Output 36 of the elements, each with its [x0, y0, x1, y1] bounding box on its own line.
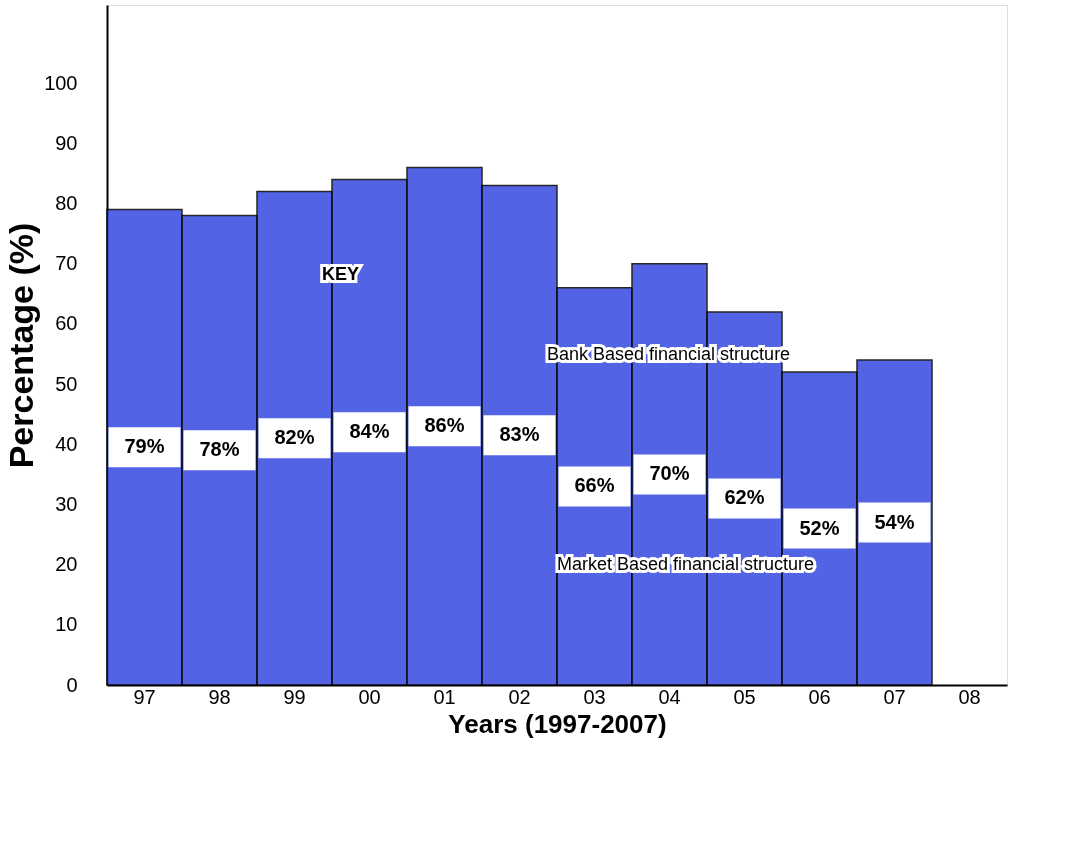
data-label: 79% [124, 435, 165, 458]
y-tick-label: 30 [55, 492, 78, 515]
y-tick-label: 80 [55, 192, 78, 215]
data-label: 52% [799, 516, 840, 539]
x-tick-label: 07 [883, 685, 906, 708]
data-label: 78% [199, 438, 240, 461]
x-axis-title: Years (1997-2007) [448, 708, 667, 739]
y-tick-label: 0 [66, 673, 78, 696]
y-tick-label: 70 [55, 252, 78, 275]
data-label: 82% [274, 426, 315, 449]
y-tick-label: 20 [55, 553, 78, 576]
x-tick-label: 97 [133, 685, 156, 708]
x-tick-label: 08 [958, 685, 981, 708]
x-tick-label: 04 [658, 685, 681, 708]
x-tick-label: 98 [208, 685, 231, 708]
y-tick-label: 10 [55, 613, 78, 636]
x-tick-label: 03 [583, 685, 606, 708]
y-tick-label: 90 [55, 131, 78, 154]
y-tick-label: 40 [55, 432, 78, 455]
data-label: 86% [424, 414, 465, 437]
data-label: 83% [499, 423, 540, 446]
data-label: 70% [649, 462, 690, 485]
x-tick-label: 99 [283, 685, 306, 708]
data-label: 66% [574, 474, 615, 497]
data-label: 54% [874, 510, 915, 533]
y-axis-title: Percentage (%) [2, 222, 41, 469]
x-tick-label: 01 [433, 685, 456, 708]
x-tick-label: 05 [733, 685, 756, 708]
data-label: 62% [724, 486, 765, 509]
x-tick-label: 02 [508, 685, 531, 708]
x-tick-label: 00 [358, 685, 381, 708]
y-tick-label: 50 [55, 372, 78, 395]
data-label: 84% [349, 420, 390, 443]
y-tick-label: 60 [55, 312, 78, 335]
x-tick-label: 06 [808, 685, 831, 708]
y-tick-label: 100 [44, 71, 78, 94]
